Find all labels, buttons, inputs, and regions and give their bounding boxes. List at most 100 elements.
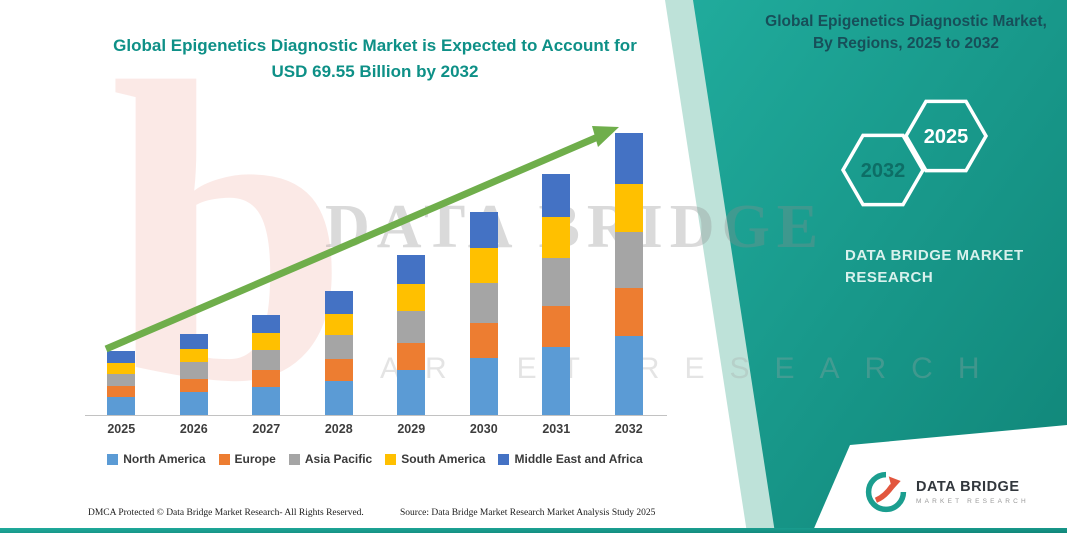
stacked-bar-2028 bbox=[324, 291, 353, 415]
logo-texts: DATA BRIDGE MARKET RESEARCH bbox=[916, 479, 1029, 505]
segment-north-america-2028 bbox=[324, 380, 353, 415]
x-label-2029: 2029 bbox=[397, 422, 426, 436]
segment-south-america-2030 bbox=[469, 248, 498, 283]
x-label-2028: 2028 bbox=[324, 422, 353, 436]
segment-europe-2030 bbox=[469, 323, 498, 358]
hexagon-2032 bbox=[840, 133, 926, 207]
segment-north-america-2027 bbox=[252, 387, 281, 415]
legend-label: Asia Pacific bbox=[304, 452, 373, 466]
legend-swatch bbox=[107, 453, 119, 465]
legend-swatch bbox=[288, 453, 300, 465]
x-label-2031: 2031 bbox=[542, 422, 571, 436]
chart-title-line2: USD 69.55 Billion by 2032 bbox=[271, 61, 479, 81]
legend: North America Europe Asia Pacific South Ame… bbox=[78, 452, 672, 466]
x-axis-labels: 2025 2026 2027 2028 2029 2030 2031 2032 bbox=[85, 422, 665, 436]
segment-south-america-2032 bbox=[614, 183, 643, 232]
bars bbox=[85, 123, 665, 415]
segment-europe-2032 bbox=[614, 288, 643, 336]
segment-middle-east-and-africa-2026 bbox=[179, 333, 208, 349]
segment-south-america-2031 bbox=[542, 217, 571, 259]
hexagon-2032-label: 2032 bbox=[861, 160, 906, 182]
hexagon-2025 bbox=[903, 99, 989, 173]
bar-slot-2027 bbox=[230, 123, 303, 415]
teal-panel-shape bbox=[693, 0, 1067, 533]
stacked-bar-2030 bbox=[469, 211, 498, 415]
segment-middle-east-and-africa-2028 bbox=[324, 291, 353, 314]
x-label-2026: 2026 bbox=[179, 422, 208, 436]
legend-item-north-america: North America bbox=[107, 452, 206, 466]
x-axis-line bbox=[85, 415, 667, 416]
bottom-teal-strip bbox=[0, 528, 1067, 533]
side-panel-heading: Global Epigenetics Diagnostic Market, By… bbox=[765, 13, 1047, 53]
segment-europe-2025 bbox=[107, 386, 136, 398]
x-label-2027: 2027 bbox=[252, 422, 281, 436]
segment-asia-pacific-2028 bbox=[324, 334, 353, 360]
year-hexagons: 2032 2025 bbox=[840, 99, 989, 207]
legend-swatch bbox=[218, 453, 230, 465]
chart-title: Global Epigenetics Diagnostic Market is … bbox=[70, 33, 680, 84]
segment-asia-pacific-2030 bbox=[469, 282, 498, 324]
bar-slot-2025 bbox=[85, 123, 158, 415]
segment-south-america-2025 bbox=[107, 362, 136, 374]
segment-middle-east-and-africa-2029 bbox=[397, 254, 426, 284]
segment-middle-east-and-africa-2032 bbox=[614, 133, 643, 184]
chart-title-line1: Global Epigenetics Diagnostic Market is … bbox=[113, 36, 637, 55]
legend-item-south-america: South America bbox=[385, 452, 485, 466]
bar-slot-2030 bbox=[448, 123, 521, 415]
segment-asia-pacific-2025 bbox=[107, 373, 136, 387]
footer-dmca-text: DMCA Protected © Data Bridge Market Rese… bbox=[88, 508, 364, 518]
footer-source-text: Source: Data Bridge Market Research Mark… bbox=[400, 508, 656, 518]
bar-slot-2032 bbox=[593, 123, 666, 415]
bar-slot-2031 bbox=[520, 123, 593, 415]
segment-europe-2031 bbox=[542, 306, 571, 348]
x-label-2025: 2025 bbox=[107, 422, 136, 436]
legend-item-middle-east-and-africa: Middle East and Africa bbox=[498, 452, 643, 466]
segment-europe-2028 bbox=[324, 359, 353, 381]
segment-europe-2027 bbox=[252, 370, 281, 387]
segment-north-america-2030 bbox=[469, 357, 498, 415]
legend-item-europe: Europe bbox=[218, 452, 276, 466]
logo-orange-swoosh bbox=[874, 484, 895, 503]
segment-asia-pacific-2029 bbox=[397, 310, 426, 343]
x-label-2032: 2032 bbox=[614, 422, 643, 436]
stacked-bar-2025 bbox=[107, 351, 136, 415]
bar-slot-2029 bbox=[375, 123, 448, 415]
stacked-bar-2031 bbox=[542, 173, 571, 415]
segment-middle-east-and-africa-2027 bbox=[252, 314, 281, 333]
logo-teal-ring bbox=[865, 471, 907, 513]
logo-name: DATA BRIDGE bbox=[916, 479, 1020, 495]
segment-asia-pacific-2026 bbox=[179, 362, 208, 379]
legend-label: North America bbox=[123, 452, 206, 466]
segment-north-america-2029 bbox=[397, 370, 426, 415]
bar-slot-2028 bbox=[303, 123, 376, 415]
legend-swatch bbox=[385, 453, 397, 465]
segment-middle-east-and-africa-2030 bbox=[469, 211, 498, 249]
segment-middle-east-and-africa-2025 bbox=[107, 351, 136, 363]
segment-north-america-2025 bbox=[107, 397, 136, 415]
stacked-bar-2032 bbox=[614, 133, 643, 415]
segment-asia-pacific-2032 bbox=[614, 231, 643, 289]
logo-subname: MARKET RESEARCH bbox=[916, 498, 1029, 505]
databridge-logo: DATA BRIDGE MARKET RESEARCH bbox=[864, 470, 1029, 514]
x-label-2030: 2030 bbox=[469, 422, 498, 436]
databridge-logo-icon bbox=[865, 471, 907, 513]
segment-north-america-2032 bbox=[614, 335, 643, 415]
segment-north-america-2026 bbox=[179, 392, 208, 415]
legend-swatch bbox=[498, 453, 510, 465]
segment-south-america-2029 bbox=[397, 283, 426, 311]
segment-asia-pacific-2027 bbox=[252, 349, 281, 370]
stacked-bar-2026 bbox=[179, 333, 208, 415]
side-panel-brand-line1: DATA BRIDGE MARKET bbox=[845, 247, 1024, 264]
logo-orange-arrowhead bbox=[888, 476, 901, 491]
legend-label: Europe bbox=[234, 452, 276, 466]
segment-europe-2026 bbox=[179, 378, 208, 393]
segment-south-america-2026 bbox=[179, 348, 208, 363]
segment-south-america-2027 bbox=[252, 332, 281, 350]
hexagon-2025-label: 2025 bbox=[924, 126, 969, 148]
legend-item-asia-pacific: Asia Pacific bbox=[288, 452, 373, 466]
side-panel-brand: DATA BRIDGE MARKET RESEARCH bbox=[845, 245, 1065, 289]
legend-label: South America bbox=[401, 452, 486, 466]
stacked-bar-2029 bbox=[397, 254, 426, 415]
